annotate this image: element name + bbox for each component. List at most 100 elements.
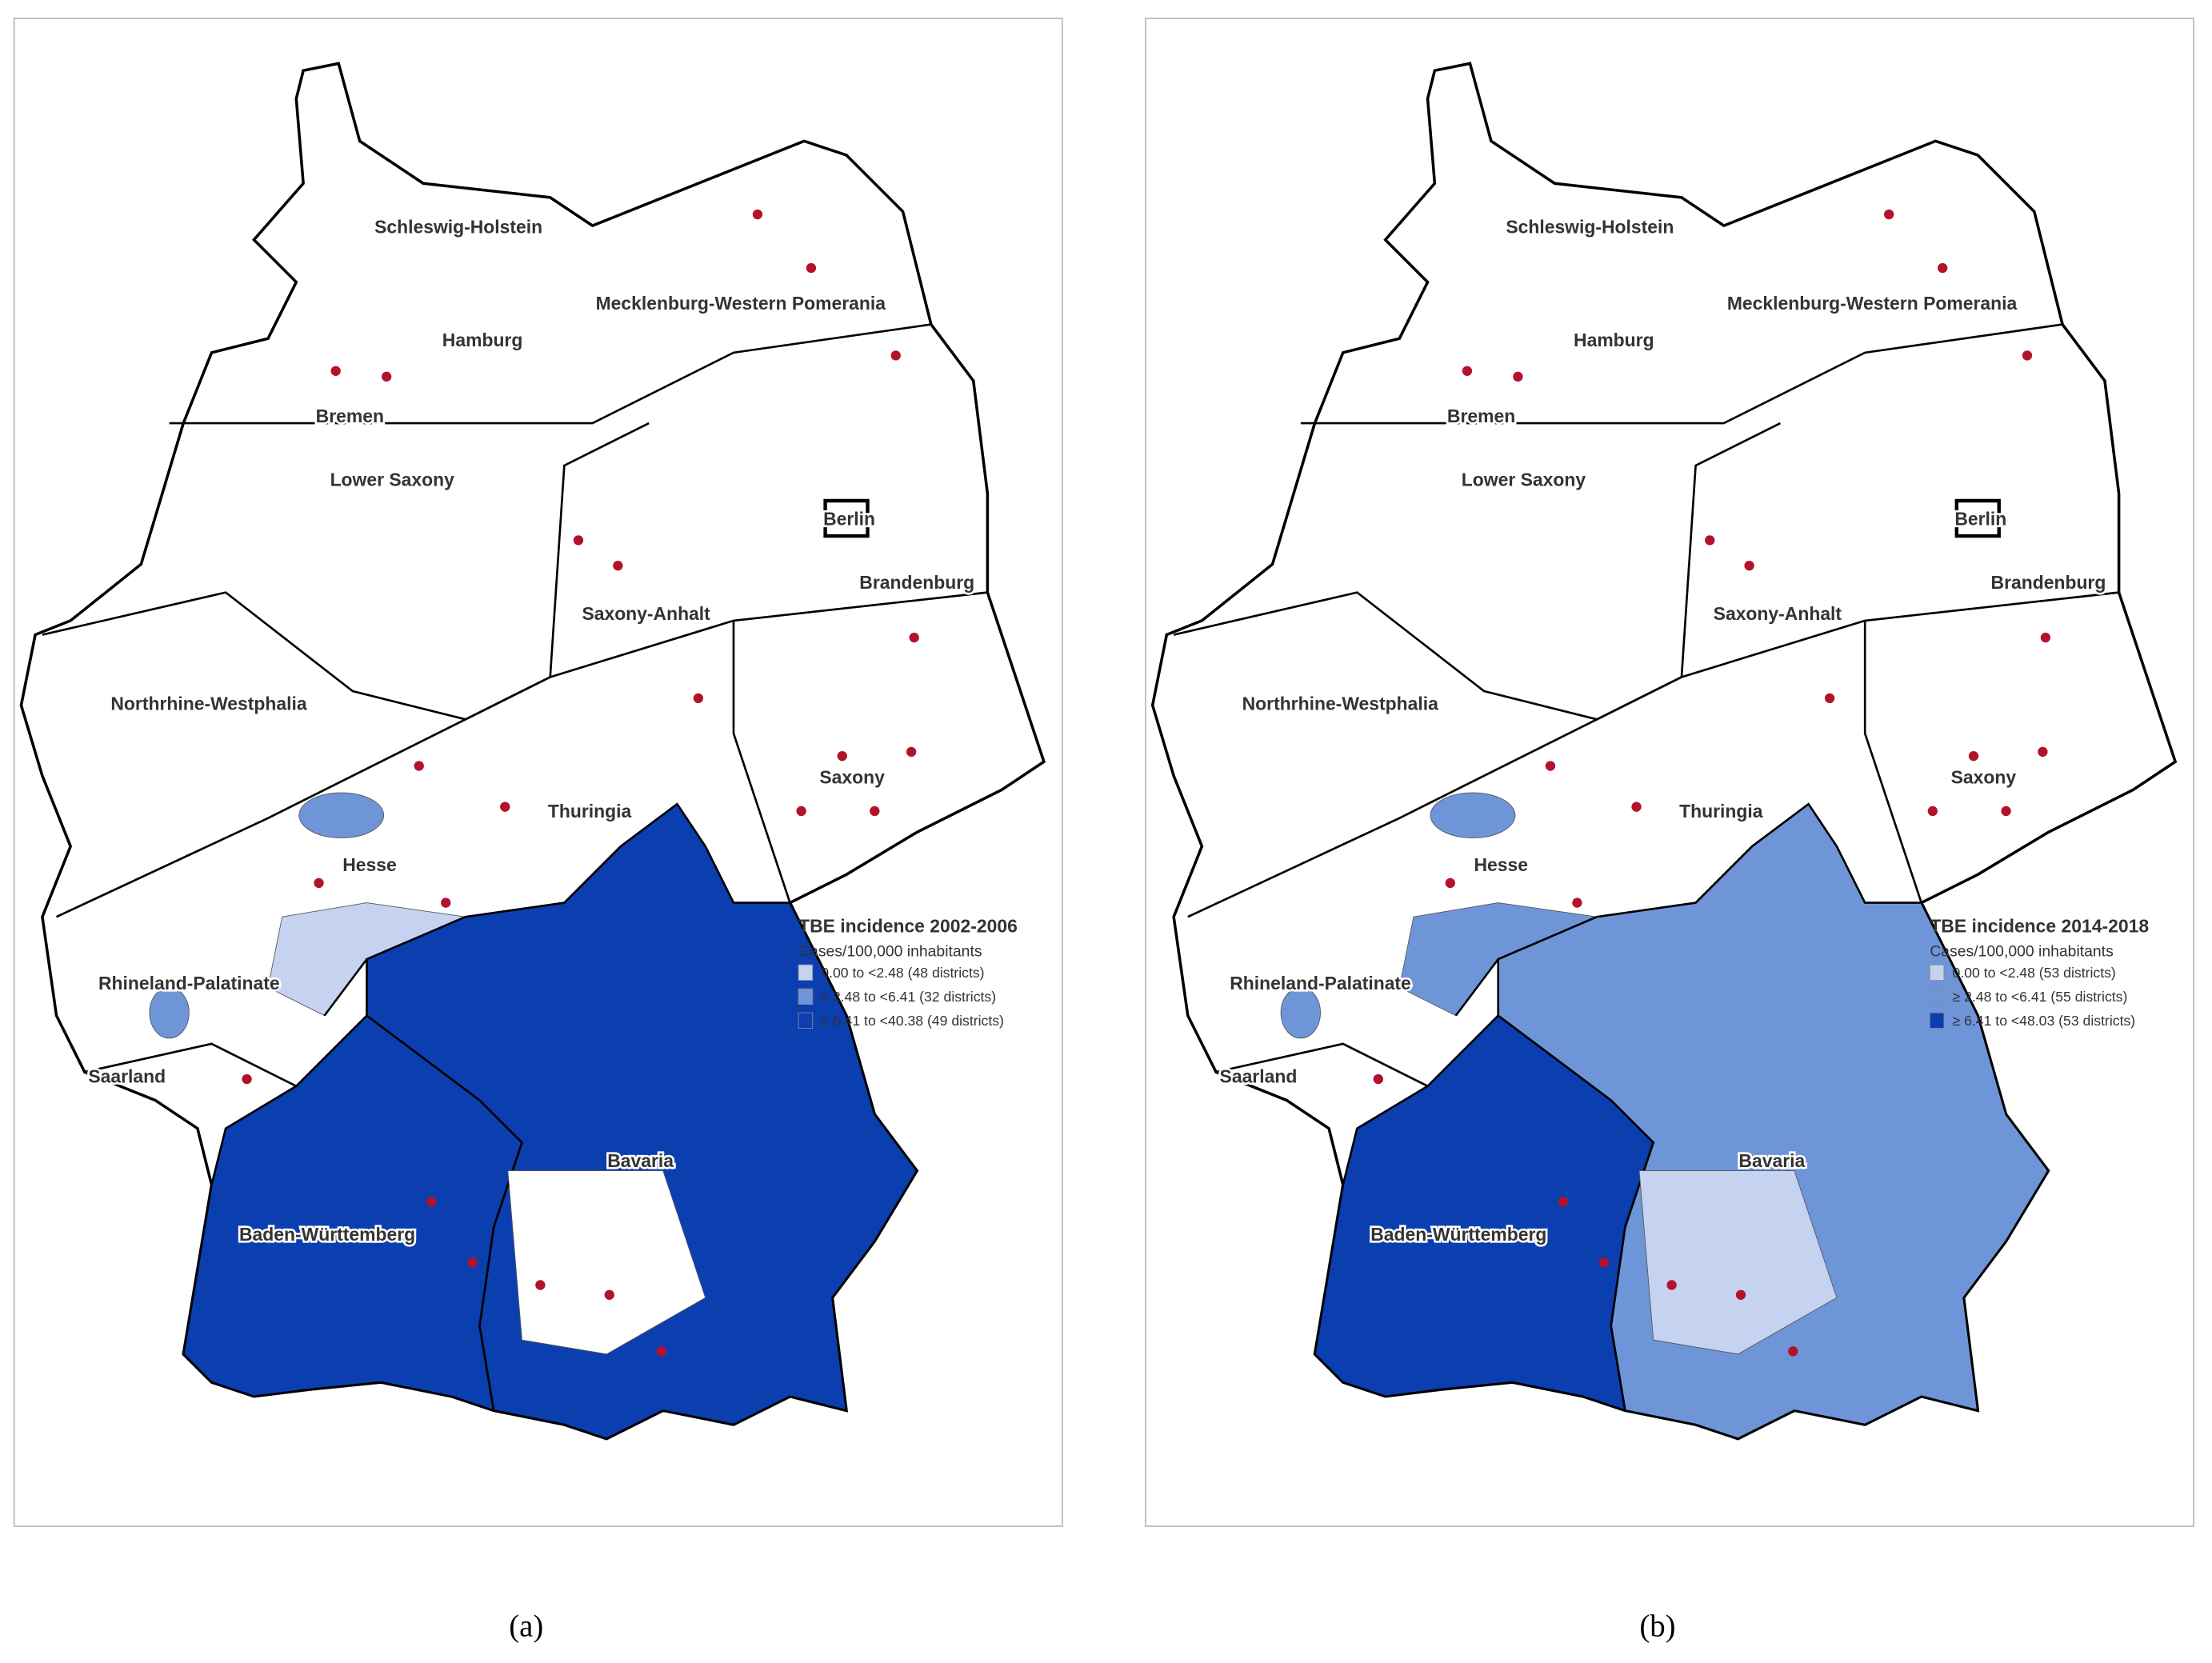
region-fill [298, 792, 385, 838]
state-label: Bremen [1447, 406, 1515, 426]
case-dot [2038, 746, 2048, 758]
legend-swatch [1929, 964, 1945, 981]
case-dot [837, 751, 847, 762]
state-border [84, 1042, 297, 1087]
state-label: Bavaria [607, 1150, 674, 1171]
state-label: Hamburg [1574, 330, 1654, 350]
state-label: Saxony-Anhalt [582, 603, 710, 624]
case-dot [613, 560, 623, 571]
state-label: Mecklenburg-Western Pomerania [596, 293, 886, 314]
panel-caption: (a) [509, 1609, 543, 1644]
state-border [1215, 1042, 1429, 1087]
case-dot [500, 802, 510, 812]
state-label: Schleswig-Holstein [1506, 217, 1674, 238]
case-dot [381, 371, 392, 382]
case-dot [604, 1289, 614, 1300]
legend-swatch [1929, 1012, 1945, 1029]
state-border [55, 718, 466, 918]
region-fill [507, 1170, 706, 1355]
case-dot [1558, 1197, 1569, 1207]
case-dot [330, 366, 341, 376]
case-dot [1373, 1073, 1384, 1085]
state-label: Saarland [88, 1065, 166, 1086]
state-label: Berlin [1954, 509, 2006, 530]
state-label: Northrhine-Westphalia [1242, 694, 1438, 714]
case-dot [1938, 262, 1948, 274]
case-dot [1788, 1346, 1798, 1357]
legend-label: ≥ 6.41 to <40.38 (49 districts) [821, 1013, 1004, 1029]
map-panel: Schleswig-Holstein Mecklenburg-Western Po… [13, 18, 1063, 1644]
case-dot [2022, 350, 2033, 361]
region-fill [1638, 1170, 1838, 1355]
panel-caption: (b) [1639, 1609, 1675, 1644]
state-label: Thuringia [548, 801, 632, 822]
state-label: Lower Saxony [330, 469, 455, 490]
legend-swatch [798, 1012, 814, 1029]
state-label: Rhineland-Palatinate [1230, 973, 1411, 993]
state-label: Thuringia [1679, 801, 1763, 822]
legend-subtitle: Cases/100,000 inhabitants [798, 943, 982, 961]
state-label: Bavaria [1738, 1150, 1805, 1171]
state-label: Hesse [1474, 854, 1528, 875]
legend-label: 0.00 to <2.48 (48 districts) [821, 965, 984, 981]
case-dot [890, 350, 901, 361]
state-label: Hesse [342, 854, 397, 875]
case-dot [656, 1346, 667, 1357]
region-fill [1280, 986, 1321, 1039]
case-dot [1884, 209, 1894, 220]
state-border [323, 958, 368, 1017]
case-dot [1666, 1280, 1677, 1290]
state-label: Northrhine-Westphalia [110, 694, 306, 714]
state-border [1454, 958, 1499, 1017]
state-border [1300, 323, 2063, 425]
berlin-border [823, 498, 870, 538]
case-dot [796, 806, 806, 817]
state-label: Schleswig-Holstein [374, 217, 542, 238]
case-dot [1631, 802, 1642, 812]
state-border [169, 323, 932, 425]
case-dot [693, 693, 704, 704]
case-dot [1572, 897, 1582, 908]
case-dot [1735, 1289, 1746, 1300]
legend-label: 0.00 to <2.48 (53 districts) [1953, 965, 2116, 981]
case-dot [906, 746, 917, 758]
region-fill [149, 986, 190, 1039]
state-label: Brandenburg [1991, 572, 2106, 593]
legend-subtitle: Cases/100,000 inhabitants [1930, 943, 2113, 961]
case-dot [242, 1073, 252, 1085]
state-border [1187, 718, 1598, 918]
state-label: Saxony [819, 766, 885, 787]
berlin-border [1954, 498, 2001, 538]
region-fill [1430, 792, 1516, 838]
case-dot [467, 1257, 478, 1268]
state-label: Rhineland-Palatinate [98, 973, 280, 993]
case-dot [441, 897, 451, 908]
state-label: Saxony-Anhalt [1714, 603, 1842, 624]
state-label: Hamburg [442, 330, 523, 350]
legend-title: TBE incidence 2014-2018 [1930, 916, 2149, 937]
state-label: Baden-Württemberg [1370, 1224, 1546, 1245]
legend-label: ≥ 2.48 to <6.41 (55 districts) [1953, 989, 2128, 1005]
state-border [732, 620, 791, 903]
case-dot [1598, 1257, 1610, 1268]
case-dot [1705, 535, 1715, 546]
legend-title: TBE incidence 2002-2006 [798, 916, 1018, 937]
case-dot [870, 806, 880, 817]
legend-swatch [798, 964, 814, 981]
case-dot [1968, 751, 1979, 762]
case-dot [414, 761, 424, 771]
case-dot [1824, 693, 1835, 704]
legend-swatch [798, 988, 814, 1005]
map-panel: Schleswig-Holstein Mecklenburg-Western Po… [1144, 18, 2194, 1644]
case-dot [2040, 632, 2051, 643]
case-dot [806, 262, 817, 274]
case-dot [1513, 371, 1523, 382]
case-dot [535, 1280, 546, 1290]
case-dot [752, 209, 763, 220]
case-dot [1545, 761, 1556, 771]
state-label: Brandenburg [859, 572, 974, 593]
case-dot [2001, 806, 2011, 817]
state-label: Saxony [1951, 766, 2017, 787]
legend-swatch [1929, 988, 1945, 1005]
